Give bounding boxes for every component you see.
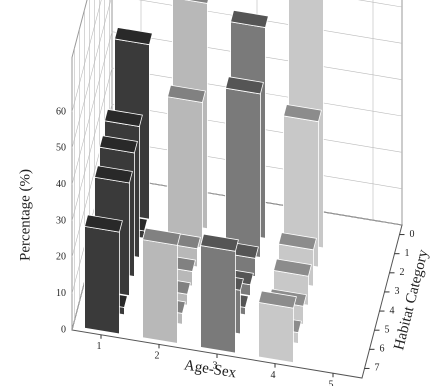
bar	[200, 233, 239, 354]
bar-top	[283, 104, 322, 123]
bar-front	[84, 225, 120, 335]
bar-top	[94, 165, 133, 184]
bar-front	[167, 96, 203, 249]
y-tick-label: 40	[56, 179, 66, 190]
x-tick-label: 2	[155, 351, 160, 362]
bar-top	[142, 227, 181, 246]
x-tick-label: 5	[329, 379, 334, 386]
bar-front	[225, 87, 261, 258]
bar-top	[230, 9, 269, 29]
x-tick-label: 1	[97, 341, 102, 352]
x-tick-label: 4	[271, 370, 276, 381]
bar-top	[84, 214, 123, 233]
grid-line	[71, 0, 403, 113]
bar	[225, 76, 264, 258]
bar	[142, 227, 181, 344]
y-axis-label: Percentage (%)	[17, 169, 33, 261]
bar-top	[200, 233, 239, 252]
h-tick-label: 6	[380, 344, 385, 355]
h-tick-label: 3	[395, 286, 400, 297]
bar-top	[258, 290, 297, 309]
y-tick-label: 30	[56, 215, 66, 226]
y-tick-label: 50	[56, 143, 66, 154]
bar-front	[200, 245, 236, 354]
y-tick-label: 20	[56, 252, 66, 263]
h-tick-label: 0	[410, 229, 415, 240]
bar	[258, 290, 297, 364]
bar-top	[167, 84, 206, 103]
bar-top	[273, 258, 312, 277]
h-axis-label: Habitat Category	[391, 248, 430, 352]
y-tick-label: 60	[56, 106, 66, 117]
x-tick-label: 3	[213, 360, 218, 371]
h-tick-label: 5	[385, 324, 390, 335]
h-tick-label: 7	[375, 363, 380, 374]
bar-front	[142, 239, 178, 344]
h-tick-label: 2	[400, 267, 405, 278]
bar-top	[104, 108, 143, 128]
bar-top	[99, 135, 138, 154]
y-tick-label: 10	[56, 288, 66, 299]
h-tick-label: 4	[390, 305, 395, 316]
bar-top	[184, 0, 209, 4]
h-tick-label: 1	[405, 248, 410, 259]
y-tick-label: 0	[61, 324, 66, 335]
bar-top	[114, 27, 153, 46]
bar-top	[225, 76, 264, 95]
x-axis-label: Age-Sex	[183, 357, 238, 381]
bar-front	[258, 301, 294, 364]
bar-top	[278, 232, 317, 251]
bar	[283, 104, 322, 268]
bar	[84, 214, 123, 335]
bar	[167, 84, 206, 249]
